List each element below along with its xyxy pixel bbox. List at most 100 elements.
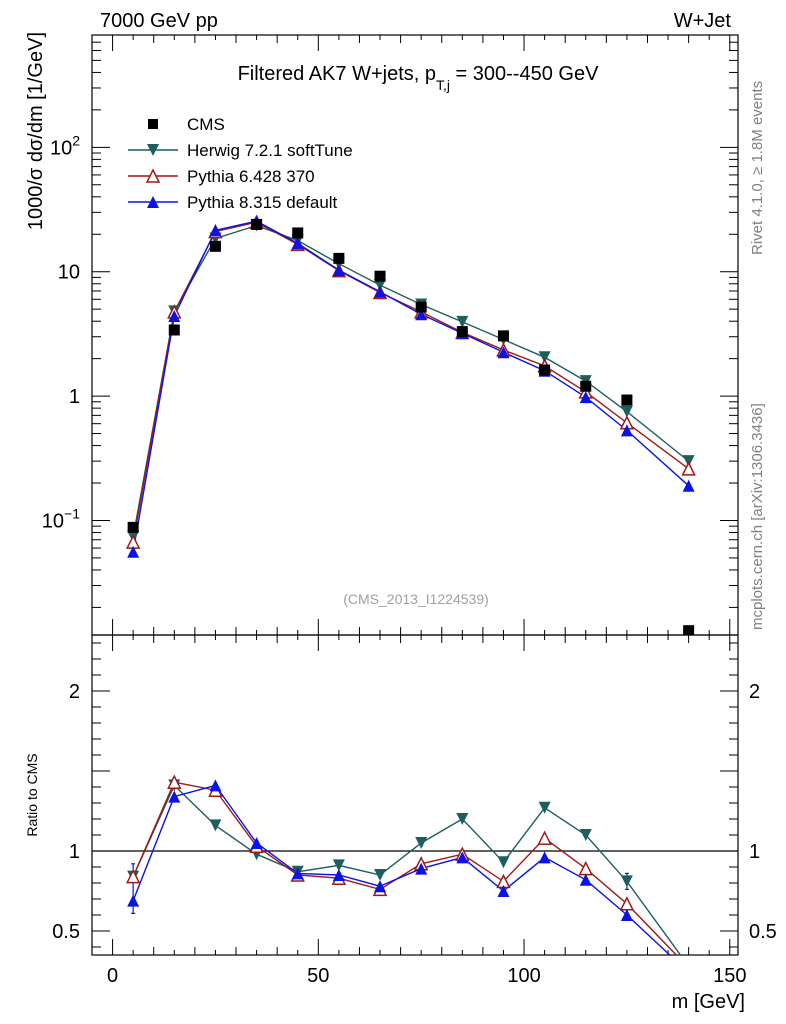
ratio-data-point <box>209 779 222 792</box>
series-line <box>132 224 690 537</box>
x-tick-label: 100 <box>507 965 540 987</box>
series-line <box>132 220 690 552</box>
ratio-series-line <box>132 784 682 955</box>
data-point <box>681 461 696 476</box>
mcplots-reference-label: mcplots.cern.ch [arXiv:1306.3436] <box>749 403 766 630</box>
y-tick-label-exponent: 2 <box>72 132 80 148</box>
ratio-tick-label-right: 2 <box>749 681 760 703</box>
data-point <box>579 391 592 404</box>
y-tick-label: 10−1 <box>42 505 80 532</box>
chart-title-prefix: Filtered AK7 W+jets, p <box>238 63 436 85</box>
x-axis-label: m [GeV] <box>672 991 745 1013</box>
data-point <box>127 521 139 533</box>
ratio-data-point <box>125 868 141 884</box>
y-axis-label: 1000/σ dσ/dm [1/GeV] <box>25 32 47 230</box>
data-point <box>168 324 180 336</box>
ratio-data-point <box>456 813 469 825</box>
data-point <box>620 405 633 418</box>
chart-title: Filtered AK7 W+jets, pT,j = 300--450 GeV <box>238 63 600 93</box>
ratio-series-line <box>132 781 678 955</box>
data-point <box>497 330 509 342</box>
ratio-data-point <box>168 790 181 803</box>
legend-label: CMS <box>187 115 225 134</box>
legend-marker <box>145 168 161 183</box>
ratio-data-point <box>497 885 510 897</box>
y-tick-label: 10 <box>58 262 80 284</box>
series-line <box>132 221 690 543</box>
ratio-data-point <box>579 873 592 886</box>
data-point <box>456 315 469 328</box>
ratio-data-point <box>332 859 345 872</box>
ratio-tick-label-right: 1 <box>749 841 760 863</box>
ratio-data-point <box>579 829 592 841</box>
data-point <box>251 218 263 230</box>
y-tick-label-base: 10 <box>42 510 64 532</box>
legend-label: Herwig 7.2.1 softTune <box>187 141 353 160</box>
ratio-tick-label-left: 0.5 <box>52 921 80 943</box>
x-tick-label: 50 <box>307 965 329 987</box>
chart-title-subscript: T,j <box>436 77 450 93</box>
data-point <box>209 224 222 237</box>
ratio-data-point <box>374 880 387 893</box>
legend-marker <box>147 196 159 208</box>
legend: CMS Herwig 7.2.1 softTune Pythia 6.428 370… <box>128 115 353 212</box>
ratio-data-point <box>683 960 695 972</box>
y-tick-label-exponent: −1 <box>64 505 80 521</box>
data-point <box>292 227 304 239</box>
ratio-data-point <box>291 867 304 880</box>
data-point <box>620 424 633 437</box>
ratio-data-point <box>620 909 633 921</box>
data-point <box>682 455 695 468</box>
ratio-data-point <box>456 851 469 864</box>
y-tick-label-base: 10 <box>50 137 72 159</box>
data-point <box>168 310 181 323</box>
legend-marker <box>147 144 159 156</box>
chart-title-suffix: = 300--450 GeV <box>450 63 599 85</box>
ratio-data-point <box>578 860 593 876</box>
ratio-data-point <box>209 819 222 832</box>
ratio-data-point <box>332 869 345 881</box>
ratio-data-point <box>167 774 182 789</box>
data-point <box>127 545 140 558</box>
analysis-watermark: (CMS_2013_I1224539) <box>343 591 489 607</box>
ratio-data-point <box>127 894 140 907</box>
ratio-data-point <box>538 851 551 864</box>
data-point <box>682 479 695 492</box>
ratio-axis-label: Ratio to CMS <box>24 753 40 836</box>
ratio-tick-label-left: 1 <box>69 841 80 863</box>
ratio-data-point <box>415 837 428 849</box>
series-group <box>125 214 696 635</box>
data-point <box>621 394 633 406</box>
data-point <box>374 270 386 282</box>
ratio-data-point <box>374 869 387 881</box>
ratio-data-point <box>415 862 428 875</box>
ratio-series-line <box>132 784 671 955</box>
data-point <box>538 351 551 364</box>
rivet-version-label: Rivet 4.1.0, ≥ 1.8M events <box>749 81 766 255</box>
header-left-label: 7000 GeV pp <box>100 10 218 32</box>
data-point <box>332 264 345 277</box>
data-point <box>415 308 428 321</box>
ratio-data-point <box>250 837 263 849</box>
data-point <box>539 364 551 376</box>
y-tick-label: 1 <box>69 386 80 408</box>
ratio-panel-frame <box>91 634 739 956</box>
x-tick-label: 150 <box>713 965 746 987</box>
legend-label: Pythia 6.428 370 <box>187 167 315 186</box>
ratio-data-point <box>537 830 552 845</box>
data-point <box>415 301 427 313</box>
data-point <box>291 237 304 250</box>
data-point <box>209 240 221 252</box>
ratio-data-point <box>620 875 633 888</box>
data-point <box>333 252 345 264</box>
ratio-group <box>125 774 695 972</box>
y-tick-label: 102 <box>50 132 80 159</box>
data-point <box>456 326 468 338</box>
data-point <box>497 346 510 359</box>
ratio-data-point <box>497 856 510 869</box>
x-tick-label: 0 <box>107 965 118 987</box>
data-point <box>374 285 387 298</box>
